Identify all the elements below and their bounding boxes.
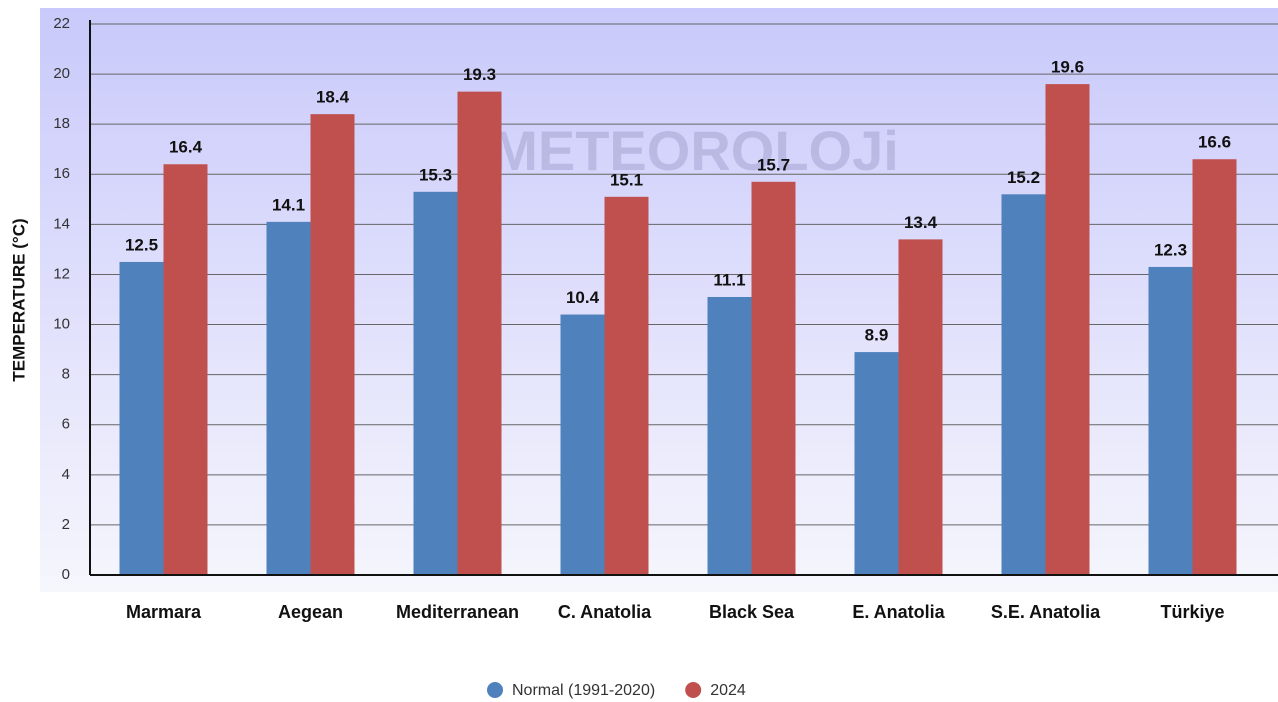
y-tick-label: 8 bbox=[62, 366, 70, 383]
bar bbox=[1192, 159, 1237, 575]
bar bbox=[1045, 84, 1090, 575]
y-tick-label: 6 bbox=[62, 416, 70, 433]
bar bbox=[119, 261, 164, 575]
y-tick-label: 2 bbox=[62, 516, 70, 533]
bar bbox=[854, 352, 899, 575]
value-label: 15.7 bbox=[757, 155, 790, 174]
x-tick-label: C. Anatolia bbox=[558, 602, 652, 622]
x-tick-label: S.E. Anatolia bbox=[991, 602, 1101, 622]
value-label: 15.2 bbox=[1007, 168, 1040, 187]
y-tick-label: 4 bbox=[62, 466, 70, 483]
x-tick-label: Aegean bbox=[278, 602, 343, 622]
x-tick-label: Türkiye bbox=[1160, 602, 1224, 622]
bar bbox=[163, 164, 208, 575]
value-label: 11.1 bbox=[713, 270, 745, 289]
value-label: 19.6 bbox=[1051, 58, 1084, 77]
legend-marker bbox=[487, 682, 503, 698]
bar bbox=[457, 91, 502, 575]
legend-label: Normal (1991-2020) bbox=[512, 682, 655, 699]
y-tick-label: 10 bbox=[53, 316, 70, 333]
x-tick-label: Mediterranean bbox=[396, 602, 519, 622]
value-label: 14.1 bbox=[272, 195, 305, 214]
bar bbox=[1001, 194, 1046, 576]
value-label: 19.3 bbox=[463, 65, 496, 84]
y-tick-label: 16 bbox=[53, 165, 70, 182]
bar bbox=[413, 191, 458, 575]
bar bbox=[751, 181, 796, 575]
bar bbox=[898, 239, 943, 575]
watermark: METEOROLOJi bbox=[491, 119, 899, 182]
y-tick-label: 0 bbox=[62, 566, 70, 583]
legend-label: 2024 bbox=[710, 682, 746, 699]
y-tick-label: 22 bbox=[53, 15, 70, 32]
bar bbox=[604, 196, 649, 575]
plot-background bbox=[40, 8, 1278, 592]
y-tick-label: 18 bbox=[53, 115, 70, 132]
value-label: 8.9 bbox=[865, 326, 889, 345]
x-tick-label: Marmara bbox=[126, 602, 202, 622]
value-label: 10.4 bbox=[566, 288, 600, 307]
legend-marker bbox=[685, 682, 702, 698]
y-tick-label: 14 bbox=[53, 215, 70, 232]
x-tick-label: E. Anatolia bbox=[852, 602, 945, 622]
value-label: 15.3 bbox=[419, 165, 452, 184]
y-tick-label: 12 bbox=[53, 265, 70, 282]
y-axis-label: TEMPERATURE (°C) bbox=[9, 218, 28, 381]
value-label: 13.4 bbox=[904, 213, 938, 232]
bar bbox=[266, 221, 311, 576]
x-tick-label: Black Sea bbox=[709, 602, 795, 622]
y-tick-label: 20 bbox=[53, 65, 70, 82]
value-label: 12.3 bbox=[1154, 240, 1187, 259]
value-label: 16.6 bbox=[1198, 133, 1231, 152]
bar bbox=[1148, 266, 1193, 575]
bar bbox=[560, 314, 605, 575]
bar bbox=[707, 296, 752, 575]
value-label: 18.4 bbox=[316, 88, 350, 107]
value-label: 12.5 bbox=[125, 235, 158, 254]
value-label: 15.1 bbox=[610, 170, 643, 189]
value-label: 16.4 bbox=[169, 138, 203, 157]
bar bbox=[310, 114, 355, 575]
